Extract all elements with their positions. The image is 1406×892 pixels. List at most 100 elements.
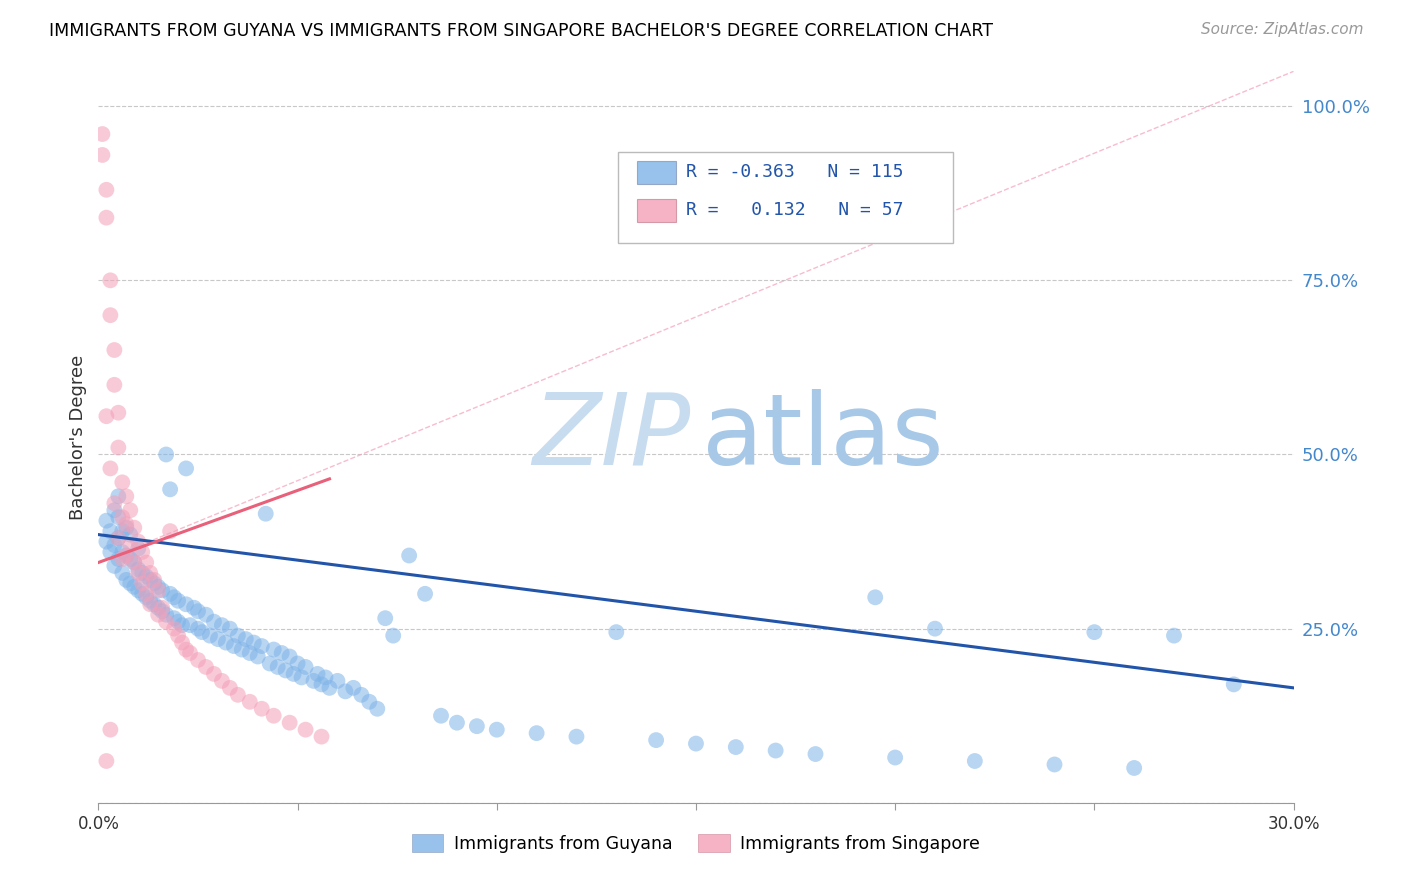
- Point: [148, 600, 170, 615]
- Point: [139, 573, 162, 587]
- Point: [287, 657, 309, 671]
- Point: [124, 556, 146, 570]
- Point: [120, 538, 142, 552]
- Point: [107, 489, 129, 503]
- Point: [311, 730, 333, 744]
- Point: [526, 726, 548, 740]
- Point: [127, 534, 149, 549]
- Point: [131, 545, 153, 559]
- Point: [143, 576, 166, 591]
- Point: [124, 521, 146, 535]
- Point: [96, 534, 118, 549]
- Point: [111, 475, 134, 490]
- Point: [127, 583, 149, 598]
- Point: [107, 510, 129, 524]
- Point: [107, 531, 129, 545]
- FancyBboxPatch shape: [637, 161, 676, 184]
- Point: [96, 754, 118, 768]
- Point: [294, 723, 316, 737]
- Point: [139, 566, 162, 580]
- Point: [318, 681, 340, 695]
- Point: [246, 649, 269, 664]
- Point: [139, 594, 162, 608]
- Point: [187, 653, 209, 667]
- Point: [135, 591, 157, 605]
- Point: [302, 673, 325, 688]
- Text: IMMIGRANTS FROM GUYANA VS IMMIGRANTS FROM SINGAPORE BACHELOR'S DEGREE CORRELATIO: IMMIGRANTS FROM GUYANA VS IMMIGRANTS FRO…: [49, 22, 993, 40]
- FancyBboxPatch shape: [637, 199, 676, 222]
- Point: [143, 597, 166, 611]
- Point: [111, 552, 134, 566]
- Point: [359, 695, 381, 709]
- Point: [150, 600, 173, 615]
- Point: [382, 629, 405, 643]
- Point: [148, 580, 170, 594]
- Point: [120, 576, 142, 591]
- Point: [235, 632, 257, 646]
- Point: [115, 549, 138, 563]
- Point: [115, 517, 138, 532]
- Point: [148, 607, 170, 622]
- Point: [103, 538, 125, 552]
- Text: Source: ZipAtlas.com: Source: ZipAtlas.com: [1201, 22, 1364, 37]
- Point: [195, 660, 218, 674]
- Point: [222, 639, 245, 653]
- Point: [765, 743, 787, 757]
- Point: [103, 377, 125, 392]
- Point: [107, 552, 129, 566]
- Point: [98, 524, 122, 538]
- Point: [605, 625, 627, 640]
- Point: [195, 607, 218, 622]
- Legend: Immigrants from Guyana, Immigrants from Singapore: Immigrants from Guyana, Immigrants from …: [405, 827, 987, 860]
- Point: [91, 148, 114, 162]
- Point: [120, 527, 142, 541]
- Point: [174, 642, 197, 657]
- Point: [239, 695, 262, 709]
- FancyBboxPatch shape: [619, 152, 953, 244]
- Point: [131, 587, 153, 601]
- Point: [96, 211, 118, 225]
- Point: [167, 594, 190, 608]
- Point: [191, 625, 214, 640]
- Point: [413, 587, 436, 601]
- Point: [111, 524, 134, 538]
- Point: [167, 629, 190, 643]
- Point: [179, 618, 201, 632]
- Point: [1043, 757, 1066, 772]
- Point: [111, 545, 134, 559]
- Point: [219, 681, 242, 695]
- Point: [263, 642, 285, 657]
- Point: [143, 573, 166, 587]
- Point: [250, 702, 273, 716]
- Point: [103, 558, 125, 573]
- Point: [115, 573, 138, 587]
- Point: [187, 604, 209, 618]
- Point: [278, 715, 301, 730]
- Point: [124, 580, 146, 594]
- Point: [150, 583, 173, 598]
- Point: [350, 688, 373, 702]
- Point: [127, 541, 149, 556]
- Point: [131, 576, 153, 591]
- Point: [174, 461, 197, 475]
- Point: [131, 566, 153, 580]
- Point: [115, 521, 138, 535]
- Point: [172, 618, 194, 632]
- Point: [172, 635, 194, 649]
- Point: [103, 503, 125, 517]
- Point: [111, 566, 134, 580]
- Point: [103, 496, 125, 510]
- Point: [135, 556, 157, 570]
- Point: [111, 510, 134, 524]
- Point: [159, 524, 181, 538]
- Point: [283, 667, 305, 681]
- Text: R = -0.363   N = 115: R = -0.363 N = 115: [686, 162, 904, 180]
- Point: [311, 677, 333, 691]
- Point: [865, 591, 887, 605]
- Point: [148, 583, 170, 598]
- Y-axis label: Bachelor's Degree: Bachelor's Degree: [69, 354, 87, 520]
- Point: [804, 747, 827, 761]
- Point: [924, 622, 946, 636]
- Point: [398, 549, 420, 563]
- Point: [263, 708, 285, 723]
